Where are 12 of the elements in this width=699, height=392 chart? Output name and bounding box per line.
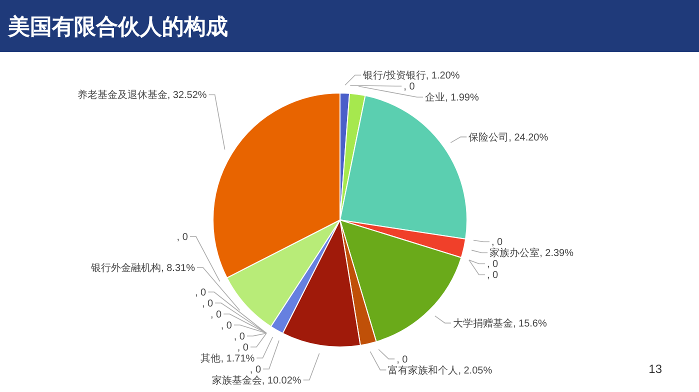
- slice-label: 家族基金会, 10.02%: [212, 374, 302, 386]
- slice-label: 家族办公室, 2.39%: [490, 247, 574, 260]
- slice-label: 大学捐赠基金, 15.6%: [452, 318, 547, 330]
- text: 13: [648, 362, 662, 376]
- slice-label: 养老基金及退休基金, 32.52%: [77, 89, 207, 102]
- slice-label: 保险公司, 24.20%: [468, 131, 548, 144]
- slice-label: 富有家族和个人, 2.05%: [388, 364, 492, 376]
- chart-title: 美国有限合伙人的构成: [7, 14, 228, 39]
- slice-label: 企业, 1.99%: [424, 92, 479, 104]
- slice-label: 银行外金融机构, 8.31%: [90, 262, 196, 274]
- slice-label: 其他, 1.71%: [200, 352, 255, 364]
- slice-label: 银行/投资银行, 1.20%: [362, 70, 460, 82]
